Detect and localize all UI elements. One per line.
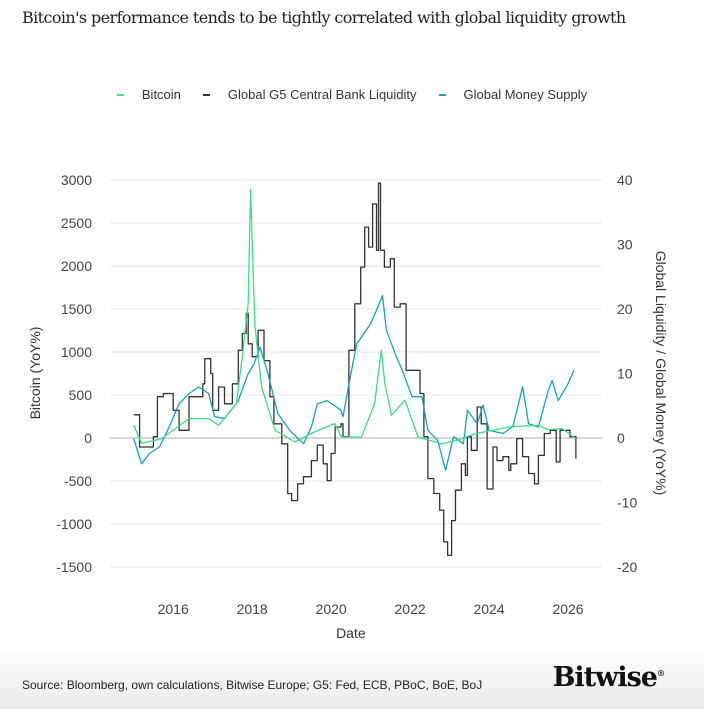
y-tick-left: 1500 [61, 301, 92, 317]
legend-item-bitcoin: Bitcoin [116, 87, 181, 102]
y-tick-left: -500 [64, 473, 92, 489]
legend-item-liquidity: Global G5 Central Bank Liquidity [202, 87, 417, 102]
legend-label: Global G5 Central Bank Liquidity [227, 87, 417, 102]
x-tick: 2026 [552, 601, 583, 617]
y-tick-left: 2500 [61, 215, 92, 231]
source-note: Source: Bloomberg, own calculations, Bit… [22, 678, 483, 692]
x-tick: 2022 [395, 601, 426, 617]
y-tick-left: -1000 [56, 516, 92, 532]
x-tick: 2024 [473, 601, 504, 617]
y-tick-right: -10 [617, 495, 637, 511]
y-tick-left: 2000 [61, 258, 92, 274]
y-tick-left: 1000 [61, 344, 92, 360]
y-tick-right: 0 [617, 430, 625, 446]
legend-swatch [116, 93, 124, 96]
series-line-bitcoin [133, 188, 577, 445]
y-tick-right: 10 [617, 366, 633, 382]
y-tick-left: 500 [69, 387, 93, 403]
logo-text: Bitwise [552, 662, 658, 693]
series-line-global-g5-central-bank-liquidity [133, 182, 577, 557]
chart: 3000 2500 2000 1500 1000 500 0 -500 -1000 -1500 40… [27, 172, 669, 641]
legend-item-money-supply: Global Money Supply [438, 87, 588, 102]
x-tick: 2020 [316, 601, 347, 617]
legend: Bitcoin Global G5 Central Bank Liquidity… [0, 87, 704, 102]
x-axis-label: Date [336, 625, 366, 641]
y-axis-label-left: Bitcoin (YoY%) [27, 327, 43, 420]
legend-label: Global Money Supply [463, 87, 588, 102]
y-tick-right: 20 [617, 301, 633, 317]
legend-swatch [202, 93, 210, 96]
y-tick-left: -1500 [56, 559, 92, 575]
x-tick: 2016 [158, 601, 189, 617]
footer: Source: Bloomberg, own calculations, Bit… [0, 650, 704, 709]
y-tick-left: 3000 [61, 172, 92, 188]
legend-swatch [438, 93, 446, 96]
y-tick-right: -20 [617, 559, 637, 575]
legend-label: Bitcoin [141, 87, 181, 102]
x-tick: 2018 [237, 601, 268, 617]
y-tick-left: 0 [84, 430, 92, 446]
y-tick-right: 40 [617, 172, 633, 188]
series-line-global-money-supply [133, 294, 575, 471]
registered-mark: ® [657, 668, 665, 678]
y-tick-right: 30 [617, 237, 633, 253]
y-axis-label-right: Global Liquidity / Global Money (YoY%) [653, 251, 669, 496]
bitwise-logo: Bitwise® [552, 662, 665, 693]
chart-title: Bitcoin's performance tends to be tightl… [22, 8, 626, 27]
